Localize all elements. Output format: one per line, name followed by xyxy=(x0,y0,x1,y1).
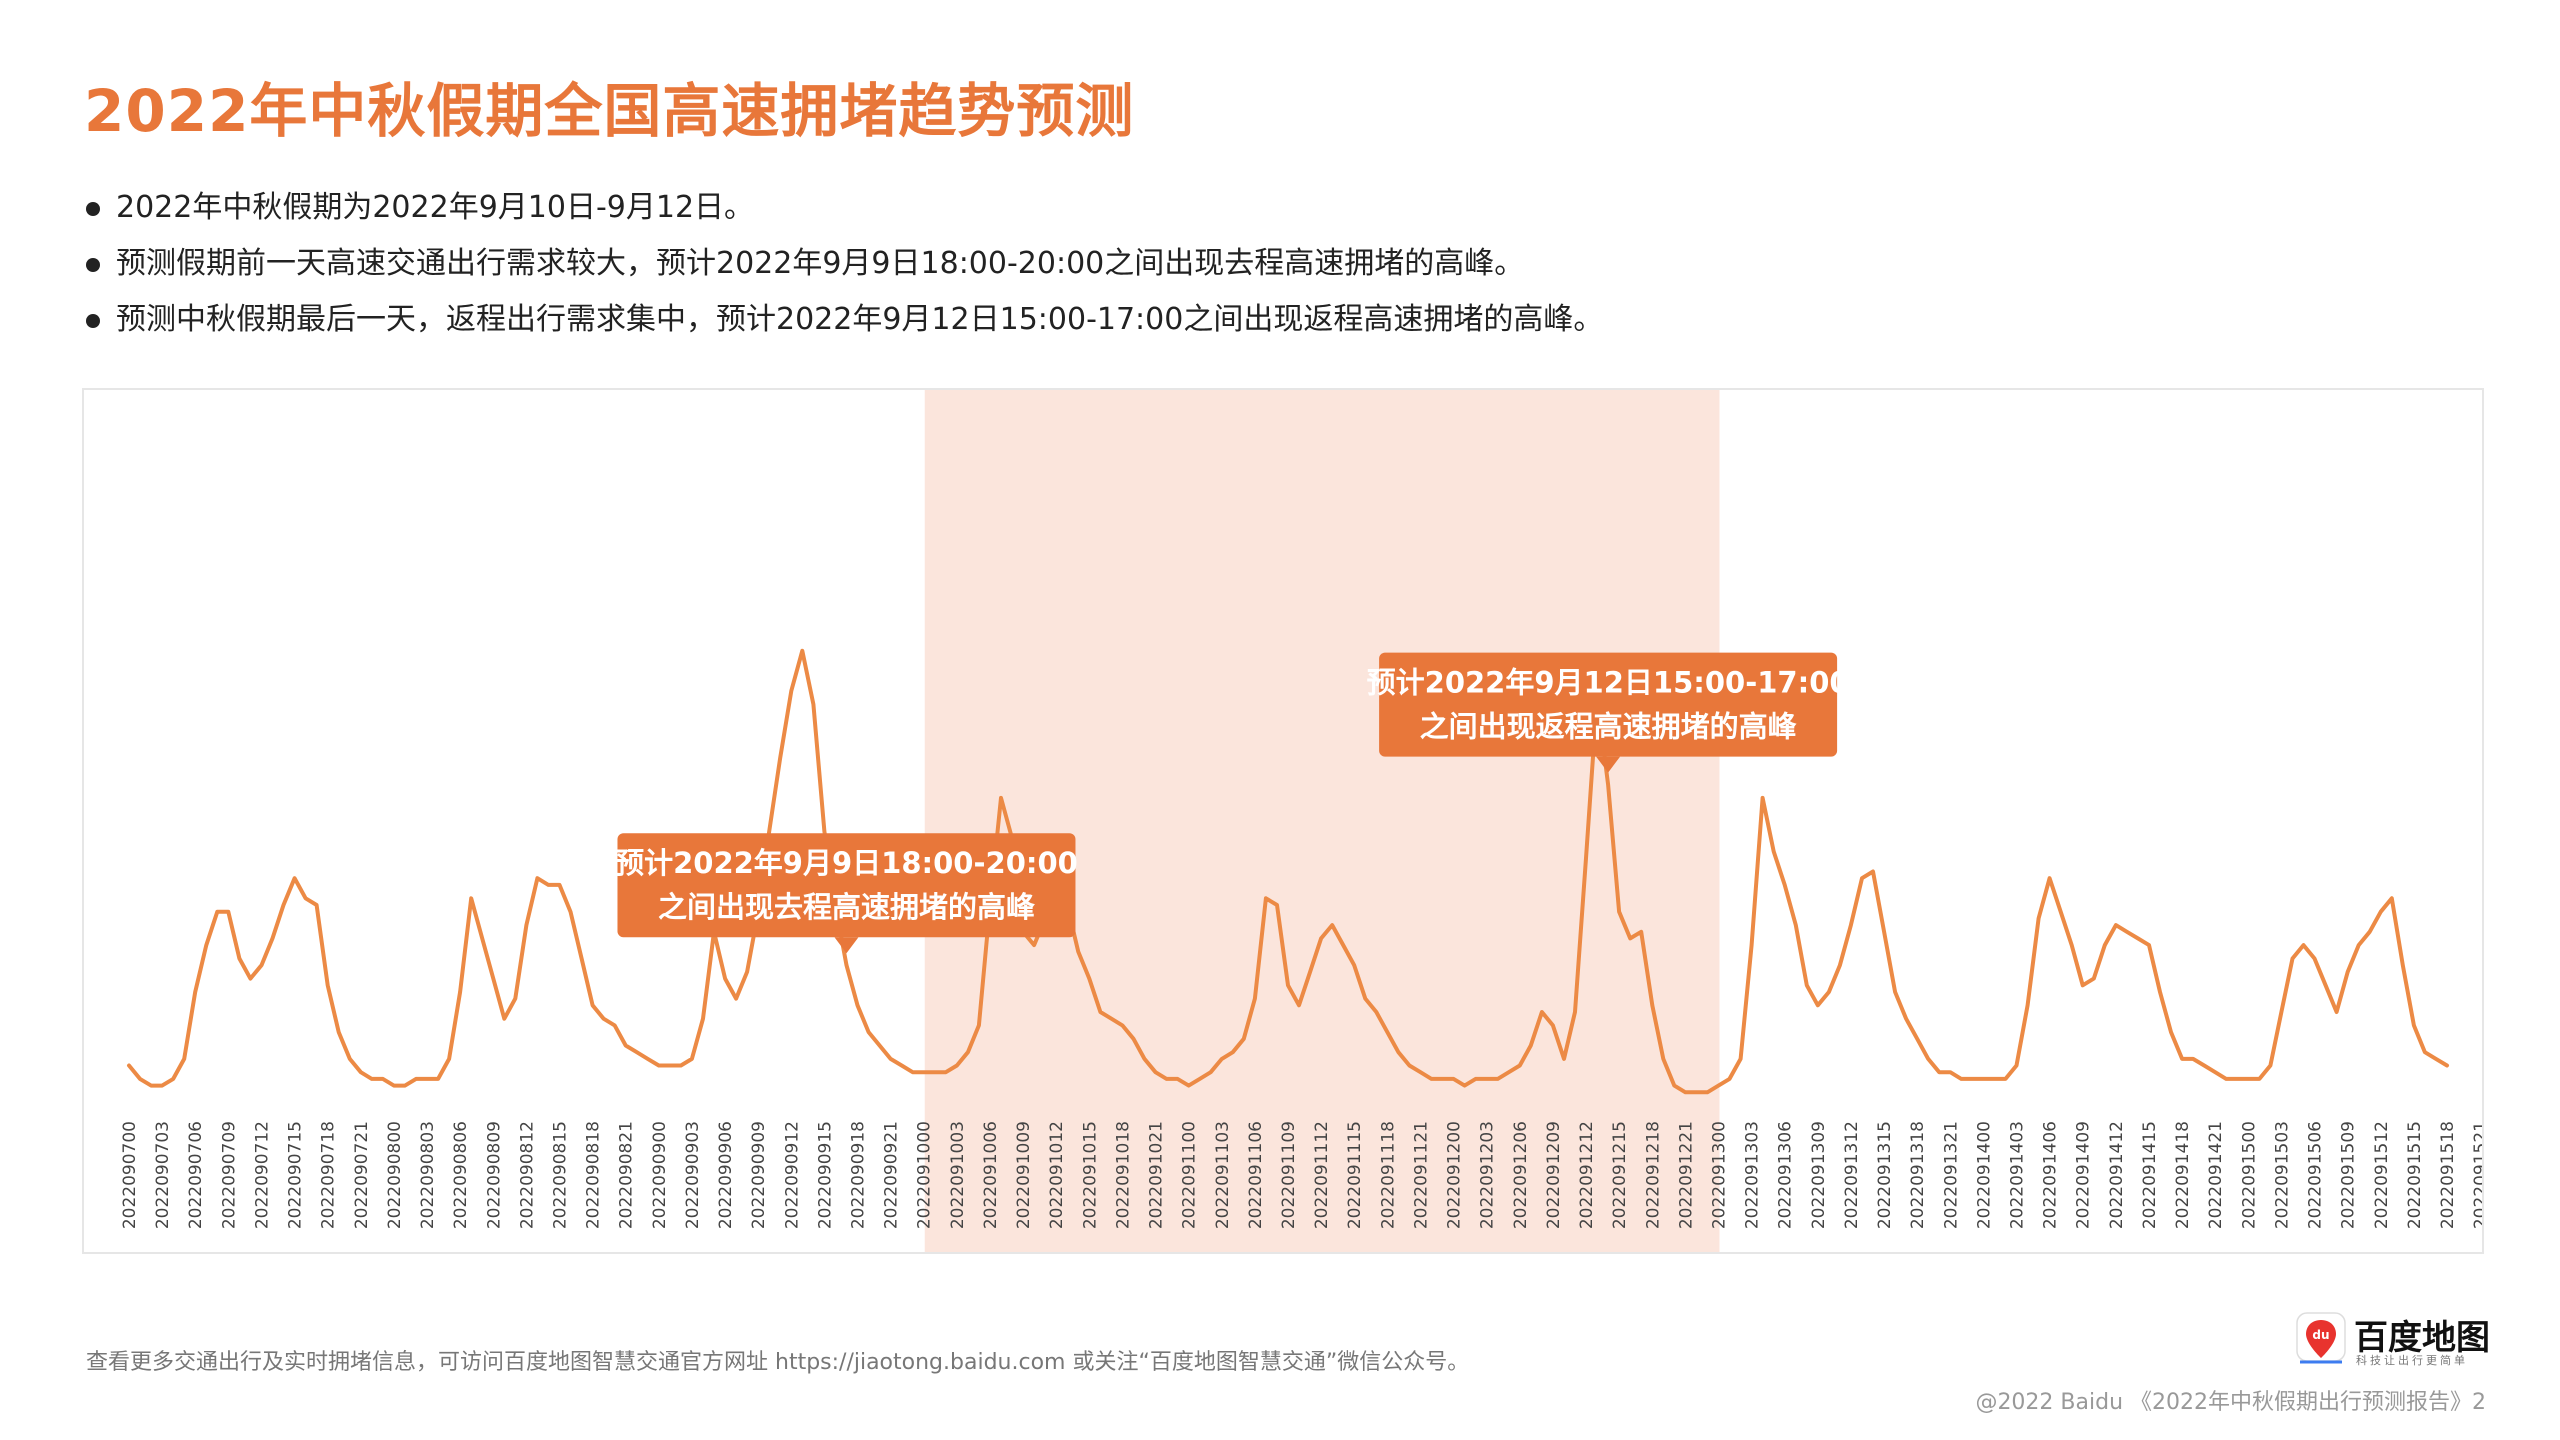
x-tick-label: 2022091203 xyxy=(1478,1121,1498,1229)
x-tick-label: 2022091500 xyxy=(2239,1121,2259,1229)
x-tick-label: 2022091009 xyxy=(1014,1121,1034,1229)
x-tick-label: 2022091321 xyxy=(1941,1121,1961,1229)
x-tick-label: 2022090821 xyxy=(617,1121,637,1229)
x-tick-label: 2022091309 xyxy=(1809,1121,1829,1229)
x-tick-label: 2022091121 xyxy=(1412,1121,1432,1229)
x-tick-label: 2022091303 xyxy=(1743,1121,1763,1229)
x-tick-label: 2022090721 xyxy=(352,1121,372,1229)
x-tick-label: 2022091412 xyxy=(2107,1121,2127,1229)
peak-callout: 预计2022年9月9日18:00-20:00 之间出现去程高速拥堵的高峰 xyxy=(615,833,1078,954)
congestion-trend-chart: 2022090700 2022090703 2022090706 2022090709… xyxy=(120,390,2484,1252)
x-tick-label: 2022091312 xyxy=(1842,1121,1862,1229)
x-tick-label: 2022091106 xyxy=(1246,1121,1266,1229)
callout-text: 预计2022年9月9日18:00-20:00 xyxy=(615,846,1078,880)
summary-item-return-peak: 预测中秋假期最后一天，返程出行需求集中，预计2022年9月12日15:00-17… xyxy=(84,292,1603,348)
x-tick-label: 2022090700 xyxy=(120,1121,140,1229)
x-tick-label: 2022091218 xyxy=(1643,1121,1663,1229)
x-tick-label: 2022091015 xyxy=(1080,1121,1100,1229)
x-tick-label: 2022090800 xyxy=(385,1121,405,1229)
footer-copyright: @2022 Baidu 《2022年中秋假期出行预测报告》2 xyxy=(1975,1390,2486,1415)
x-tick-label: 2022091006 xyxy=(981,1121,1001,1229)
x-tick-label: 2022091109 xyxy=(1279,1121,1299,1229)
callout-text: 预计2022年9月12日15:00-17:00 xyxy=(1367,666,1850,700)
x-tick-label: 2022091509 xyxy=(2339,1121,2359,1229)
x-tick-label: 2022091215 xyxy=(1610,1121,1630,1229)
x-tick-label: 2022090815 xyxy=(551,1121,571,1229)
x-tick-label: 2022091100 xyxy=(1180,1121,1200,1229)
x-tick-label: 2022091021 xyxy=(1147,1121,1167,1229)
x-tick-label: 2022091518 xyxy=(2438,1121,2458,1229)
x-tick-label: 2022091000 xyxy=(915,1121,935,1229)
summary-item-holiday-dates: 2022年中秋假期为2022年9月10日-9月12日。 xyxy=(84,180,1603,236)
callout-box xyxy=(1379,652,1838,757)
x-tick-label: 2022090703 xyxy=(153,1121,173,1229)
x-tick-label: 2022091315 xyxy=(1875,1121,1895,1229)
callout-text: 之间出现返程高速拥堵的高峰 xyxy=(1420,710,1797,744)
logo-mark-text: du xyxy=(2312,1328,2329,1342)
congestion-index-line xyxy=(127,648,2449,1095)
x-axis-tick-labels: 2022090700 2022090703 2022090706 2022090709… xyxy=(120,1121,2484,1229)
x-tick-label: 2022090921 xyxy=(882,1121,902,1229)
x-tick-label: 2022090809 xyxy=(484,1121,504,1229)
x-tick-label: 2022090812 xyxy=(517,1121,537,1229)
x-tick-label: 2022091521 xyxy=(2471,1121,2484,1229)
x-tick-label: 2022091400 xyxy=(1974,1121,1994,1229)
peak-callout: 预计2022年9月12日15:00-17:00 之间出现返程高速拥堵的高峰 xyxy=(1367,652,1850,773)
x-tick-label: 2022090806 xyxy=(451,1121,471,1229)
x-tick-label: 2022091403 xyxy=(2008,1121,2028,1229)
footer-note: 查看更多交通出行及实时拥堵信息，可访问百度地图智慧交通官方网址 https://… xyxy=(86,1350,1470,1375)
map-pin-logo-icon: du xyxy=(2296,1312,2346,1364)
x-tick-label: 2022090906 xyxy=(716,1121,736,1229)
x-tick-label: 2022091318 xyxy=(1908,1121,1928,1229)
x-tick-label: 2022091515 xyxy=(2405,1121,2425,1229)
x-tick-label: 2022091018 xyxy=(1113,1121,1133,1229)
callout-text: 之间出现去程高速拥堵的高峰 xyxy=(658,890,1035,924)
x-tick-label: 2022090818 xyxy=(584,1121,604,1229)
x-tick-label: 2022091300 xyxy=(1710,1121,1730,1229)
logo-slogan: 科技让出行更简单 xyxy=(2356,1354,2468,1367)
x-tick-label: 2022091200 xyxy=(1445,1121,1465,1229)
callout-pointer xyxy=(834,937,859,954)
x-tick-label: 2022091003 xyxy=(948,1121,968,1229)
x-tick-label: 2022090900 xyxy=(650,1121,670,1229)
x-tick-label: 2022091206 xyxy=(1511,1121,1531,1229)
x-tick-label: 2022091221 xyxy=(1676,1121,1696,1229)
x-tick-label: 2022090909 xyxy=(749,1121,769,1229)
x-tick-label: 2022090912 xyxy=(782,1121,802,1229)
x-tick-label: 2022091503 xyxy=(2272,1121,2292,1229)
x-tick-label: 2022090903 xyxy=(683,1121,703,1229)
x-tick-label: 2022091506 xyxy=(2306,1121,2326,1229)
x-tick-label: 2022090918 xyxy=(849,1121,869,1229)
x-tick-label: 2022091212 xyxy=(1577,1121,1597,1229)
x-tick-label: 2022090803 xyxy=(418,1121,438,1229)
x-tick-label: 2022091406 xyxy=(2041,1121,2061,1229)
x-tick-label: 2022090706 xyxy=(186,1121,206,1229)
x-tick-label: 2022091103 xyxy=(1213,1121,1233,1229)
x-tick-label: 2022090718 xyxy=(319,1121,339,1229)
summary-list: 2022年中秋假期为2022年9月10日-9月12日。 预测假期前一天高速交通出… xyxy=(84,180,1603,348)
baidu-map-logo: du 百度地图 科技让出行更简单 xyxy=(2296,1308,2490,1368)
logo-name: 百度地图 xyxy=(2354,1318,2490,1358)
x-tick-label: 2022091421 xyxy=(2206,1121,2226,1229)
x-tick-label: 2022091012 xyxy=(1047,1121,1067,1229)
page-title: 2022年中秋假期全国高速拥堵趋势预测 xyxy=(84,77,1135,145)
x-tick-label: 2022091306 xyxy=(1776,1121,1796,1229)
summary-item-outbound-peak: 预测假期前一天高速交通出行需求较大，预计2022年9月9日18:00-20:00… xyxy=(84,236,1603,292)
x-tick-label: 2022091418 xyxy=(2173,1121,2193,1229)
x-tick-label: 2022091409 xyxy=(2074,1121,2094,1229)
x-tick-label: 2022091209 xyxy=(1544,1121,1564,1229)
x-tick-label: 2022090712 xyxy=(253,1121,273,1229)
x-tick-label: 2022091512 xyxy=(2372,1121,2392,1229)
x-tick-label: 2022090715 xyxy=(286,1121,306,1229)
callout-box xyxy=(617,833,1076,938)
x-tick-label: 2022091118 xyxy=(1378,1121,1398,1229)
x-tick-label: 2022091112 xyxy=(1312,1121,1332,1229)
x-tick-label: 2022090915 xyxy=(815,1121,835,1229)
x-tick-label: 2022091115 xyxy=(1345,1121,1365,1229)
x-tick-label: 2022090709 xyxy=(219,1121,239,1229)
callout-pointer xyxy=(1596,756,1621,773)
chart-panel: 2022090700 2022090703 2022090706 2022090709… xyxy=(82,388,2484,1254)
x-tick-label: 2022091415 xyxy=(2140,1121,2160,1229)
